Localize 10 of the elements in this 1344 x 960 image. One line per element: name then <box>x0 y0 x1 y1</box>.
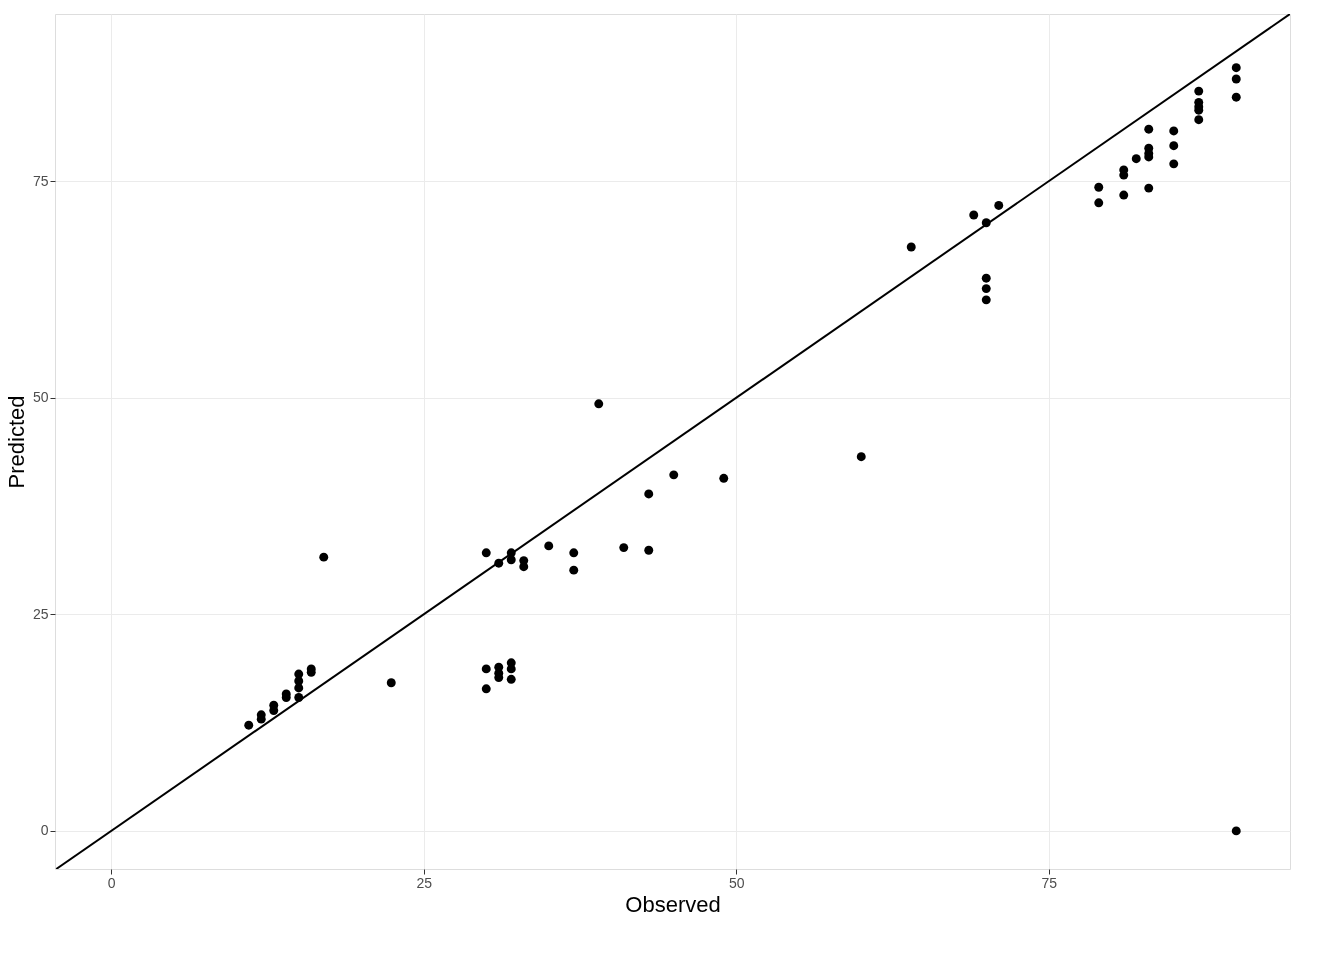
y-axis-title: Predicted <box>3 395 29 489</box>
y-tick-label: 0 <box>40 822 49 839</box>
x-tick-label: 0 <box>107 874 116 891</box>
y-tick-label: 75 <box>32 172 49 189</box>
x-tick-label: 50 <box>728 874 745 891</box>
y-tick-label: 50 <box>32 389 49 406</box>
y-tick-label: 25 <box>32 605 49 622</box>
x-tick-label: 25 <box>416 874 433 891</box>
x-axis-title: Observed <box>625 891 721 917</box>
x-tick-label: 75 <box>1041 874 1058 891</box>
